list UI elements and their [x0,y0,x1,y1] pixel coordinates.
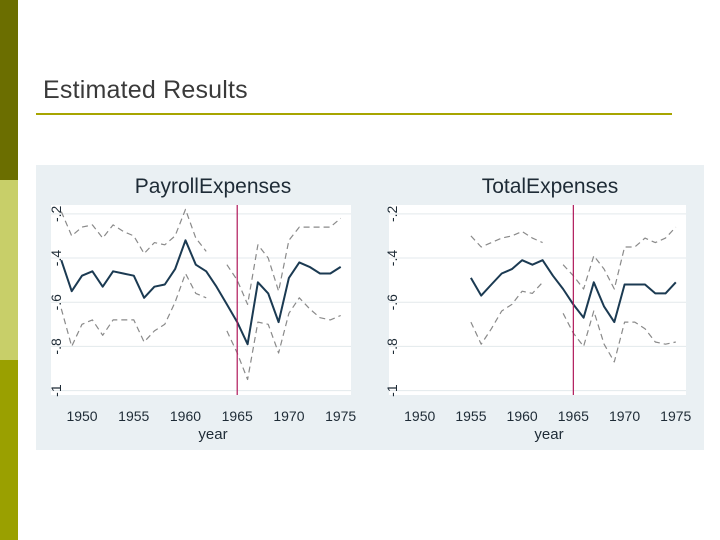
x-tick-label: 1975 [660,408,691,424]
y-tick-label: -.8 [48,338,64,355]
figure-panel: -1 -.8 -.6 -.4 -.2 1950 1955 1960 1965 1970 1975 Pa… [36,165,704,450]
x-tick-label: 1960 [170,408,201,424]
y-tick-label: -.8 [384,338,400,355]
series-line-estimate [60,239,342,346]
x-tick-label: 1955 [118,408,149,424]
series-line-lower [226,297,341,381]
y-tick-label: -.4 [48,250,64,267]
series-line-upper [60,208,207,255]
plot-area [389,205,686,395]
series-line-lower [562,310,676,363]
x-tick-label: 1975 [325,408,356,424]
x-axis-label: year [198,426,227,443]
series-line-upper [562,226,677,290]
y-tick-label: -1 [48,384,64,397]
side-bar-bottom [0,360,18,540]
x-tick-label: 1950 [404,408,435,424]
slide-title: Estimated Results [43,76,248,104]
chart-panel-1: -1 -.8 -.6 -.4 -.2 1950 1955 1960 1965 1970 1975 Pa… [48,175,356,443]
x-tick-label: 1955 [455,408,486,424]
chart-panel-2: -1 -.8 -.6 -.4 -.2 1950 1955 1960 1965 1970 1975 To… [384,175,692,443]
x-tick-label: 1950 [66,408,97,424]
x-axis-label: year [534,426,563,443]
x-tick-label: 1970 [273,408,304,424]
side-bar-top [0,0,18,180]
y-tick-label: -.2 [384,205,400,222]
series-line-upper [470,230,543,248]
chart-title: PayrollExpenses [135,175,291,198]
x-tick-label: 1970 [609,408,640,424]
title-underline [36,113,672,115]
series-line-upper [226,217,342,305]
y-tick-label: -.6 [384,294,400,311]
y-tick-label: -.2 [48,205,64,222]
x-tick-label: 1960 [507,408,538,424]
chart-title: TotalExpenses [482,175,619,198]
x-tick-label: 1965 [558,408,589,424]
series-line-lower [60,272,207,347]
y-tick-label: -.6 [48,294,64,311]
plot-area [51,205,351,395]
x-tick-label: 1965 [222,408,253,424]
side-bar-middle [0,180,18,360]
y-tick-label: -1 [384,384,400,397]
y-tick-label: -.4 [384,250,400,267]
series-line-lower [470,281,544,345]
figure-svg: -1 -.8 -.6 -.4 -.2 1950 1955 1960 1965 1970 1975 Pa… [48,175,692,443]
